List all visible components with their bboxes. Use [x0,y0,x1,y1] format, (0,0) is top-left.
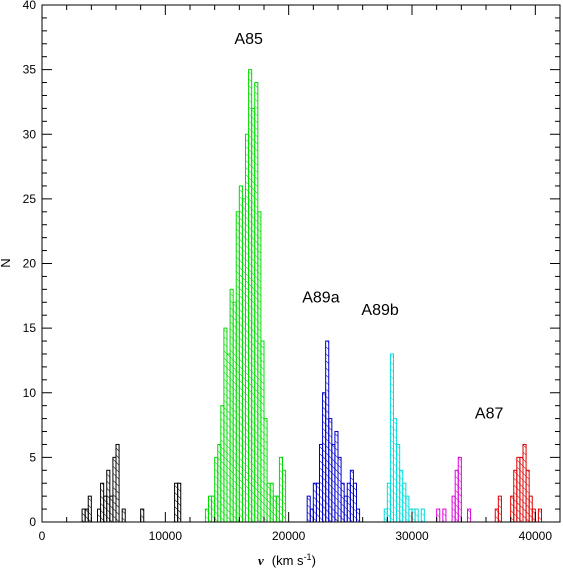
cluster-label: A89a [302,289,339,306]
cluster-label: A87 [475,406,504,423]
x-tick-label: 30000 [395,529,429,543]
histogram-bar [177,482,182,523]
x-tick-label: 10000 [149,529,183,543]
series-2 [204,69,287,523]
histogram-bar [414,508,419,523]
histogram-bar [282,469,287,523]
series-4 [383,353,425,523]
histogram-bar [467,508,472,523]
series-5 [436,456,472,523]
y-tick-label: 40 [23,0,37,12]
x-tick-label: 20000 [272,529,306,543]
histogram-bar [420,508,425,523]
plot-frame [41,4,561,523]
y-tick-label: 15 [23,321,37,335]
y-tick-label: 35 [23,63,37,77]
axes [41,4,561,523]
y-tick-label: 5 [29,450,36,464]
y-tick-label: 0 [29,515,36,529]
histogram-bar [442,508,447,523]
series-6 [494,443,543,523]
tick-labels: 0 10000 20000 30000 40000 0 5 10 15 20 25 30 35 40 [23,0,553,543]
y-axis-title: N [0,258,13,267]
y-tick-label: 25 [23,192,37,206]
x-tick-label: 0 [39,529,46,543]
histogram-bar [115,443,120,523]
x-axis-title: v (km s-1) [258,552,316,568]
y-tick-label: 10 [23,386,37,400]
histogram-bar [497,495,502,523]
histogram-bar [121,508,126,523]
y-tick-label: 20 [23,257,37,271]
histogram-bar [356,508,361,523]
series-1 [81,443,182,523]
cluster-annotations: A85 A89a A89b A87 [234,31,503,423]
cluster-label: A89b [361,302,398,319]
series-3 [306,340,361,523]
cluster-label: A85 [234,31,263,48]
y-tick-label: 30 [23,127,37,141]
histogram-bar [457,456,462,523]
histogram-bar [537,508,543,523]
x-tick-label: 40000 [519,529,553,543]
